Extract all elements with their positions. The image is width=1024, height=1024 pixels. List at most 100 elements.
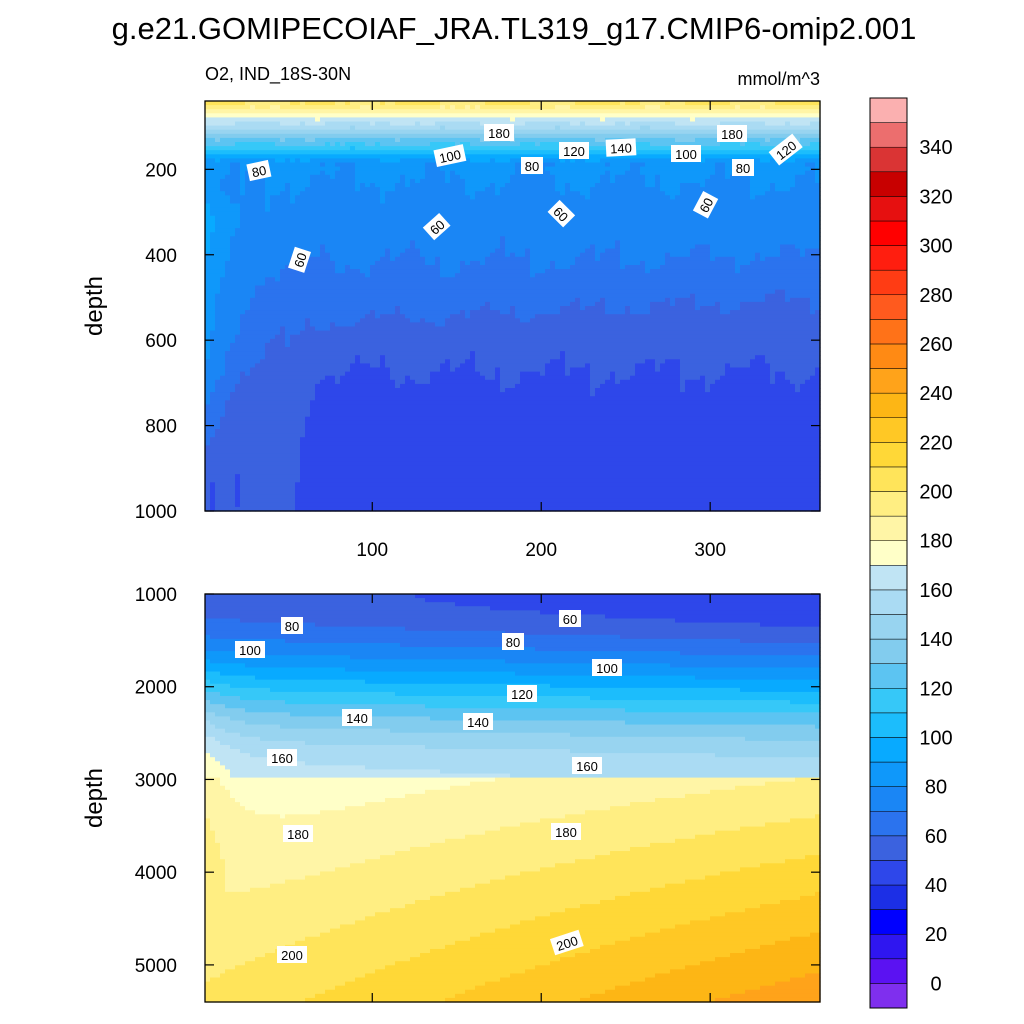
field-cell xyxy=(415,265,421,270)
field-cell xyxy=(300,408,306,414)
field-cell xyxy=(335,215,341,221)
field-cell xyxy=(350,433,356,438)
field-cell xyxy=(380,228,386,233)
field-cell xyxy=(275,379,281,385)
field-cell xyxy=(440,416,446,422)
field-cell xyxy=(290,470,296,475)
field-cell xyxy=(365,273,371,278)
field-cell xyxy=(255,281,261,287)
field-cell xyxy=(330,240,336,246)
field-cell xyxy=(345,465,351,471)
field-cell xyxy=(230,445,236,451)
field-cell xyxy=(250,429,256,434)
field-cell xyxy=(290,273,296,278)
field-cell xyxy=(380,199,386,205)
field-cell xyxy=(380,285,386,291)
field-cell xyxy=(355,404,361,410)
field-cell xyxy=(255,416,261,422)
field-cell xyxy=(385,383,391,389)
field-cell xyxy=(230,416,236,422)
field-cell xyxy=(390,404,396,410)
field-cell xyxy=(435,363,441,369)
field-cell xyxy=(250,490,256,496)
field-cell xyxy=(425,293,431,299)
field-cell xyxy=(315,470,321,475)
field-cell xyxy=(440,314,446,319)
field-cell xyxy=(375,334,381,340)
field-cell xyxy=(415,289,421,295)
field-cell xyxy=(370,429,376,434)
field-cell xyxy=(355,133,361,139)
field-cell xyxy=(420,150,426,155)
field-cell xyxy=(280,359,286,364)
field-cell xyxy=(370,400,376,405)
field-cell xyxy=(305,195,311,200)
field-cell xyxy=(350,363,356,369)
field-cell xyxy=(335,236,341,241)
field-cell xyxy=(400,465,406,471)
field-cell xyxy=(270,424,276,430)
field-cell xyxy=(420,449,426,455)
field-cell xyxy=(220,334,226,340)
field-cell xyxy=(380,498,386,504)
field-cell xyxy=(440,367,446,373)
field-cell xyxy=(250,474,256,479)
field-cell xyxy=(375,392,381,397)
field-cell xyxy=(345,293,351,299)
field-cell xyxy=(435,400,441,405)
field-cell xyxy=(375,347,381,352)
field-cell xyxy=(375,133,381,139)
field-cell xyxy=(275,306,281,311)
field-cell xyxy=(350,121,356,127)
field-cell xyxy=(280,437,286,442)
field-cell xyxy=(395,400,401,405)
field-cell xyxy=(435,429,441,434)
field-cell xyxy=(320,486,326,492)
field-cell xyxy=(435,486,441,492)
field-cell xyxy=(300,301,306,307)
field-cell xyxy=(415,137,421,143)
field-cell xyxy=(375,178,381,184)
field-cell xyxy=(270,240,276,246)
field-cell xyxy=(235,355,241,360)
field-cell xyxy=(215,461,221,467)
field-cell xyxy=(315,412,321,418)
field-cell xyxy=(210,338,216,344)
field-cell xyxy=(360,314,366,319)
field-cell xyxy=(205,236,211,241)
field-cell xyxy=(340,269,346,274)
field-cell xyxy=(260,412,266,418)
field-cell xyxy=(360,502,366,508)
field-cell xyxy=(405,392,411,397)
field-cell xyxy=(420,367,426,373)
field-cell xyxy=(225,187,231,192)
field-cell xyxy=(240,293,246,299)
field-cell xyxy=(445,207,451,213)
field-cell xyxy=(390,162,396,168)
field-cell xyxy=(360,334,366,340)
field-cell xyxy=(270,211,276,217)
field-cell xyxy=(415,314,421,319)
field-cell xyxy=(395,408,401,414)
field-cell xyxy=(235,412,241,418)
field-cell xyxy=(205,437,211,442)
field-cell xyxy=(310,310,316,315)
field-cell xyxy=(375,330,381,336)
field-cell xyxy=(350,183,356,188)
field-cell xyxy=(240,306,246,311)
field-cell xyxy=(415,420,421,426)
field-cell xyxy=(210,404,216,410)
field-cell xyxy=(385,486,391,492)
field-cell xyxy=(310,486,316,492)
field-cell xyxy=(250,498,256,504)
field-cell xyxy=(450,289,456,295)
field-cell xyxy=(395,490,401,496)
field-cell xyxy=(330,269,336,274)
field-cell xyxy=(275,470,281,475)
field-cell xyxy=(210,330,216,336)
field-cell xyxy=(340,293,346,299)
field-cell xyxy=(235,125,241,131)
field-cell xyxy=(395,359,401,364)
field-cell xyxy=(215,453,221,459)
field-cell xyxy=(420,502,426,508)
